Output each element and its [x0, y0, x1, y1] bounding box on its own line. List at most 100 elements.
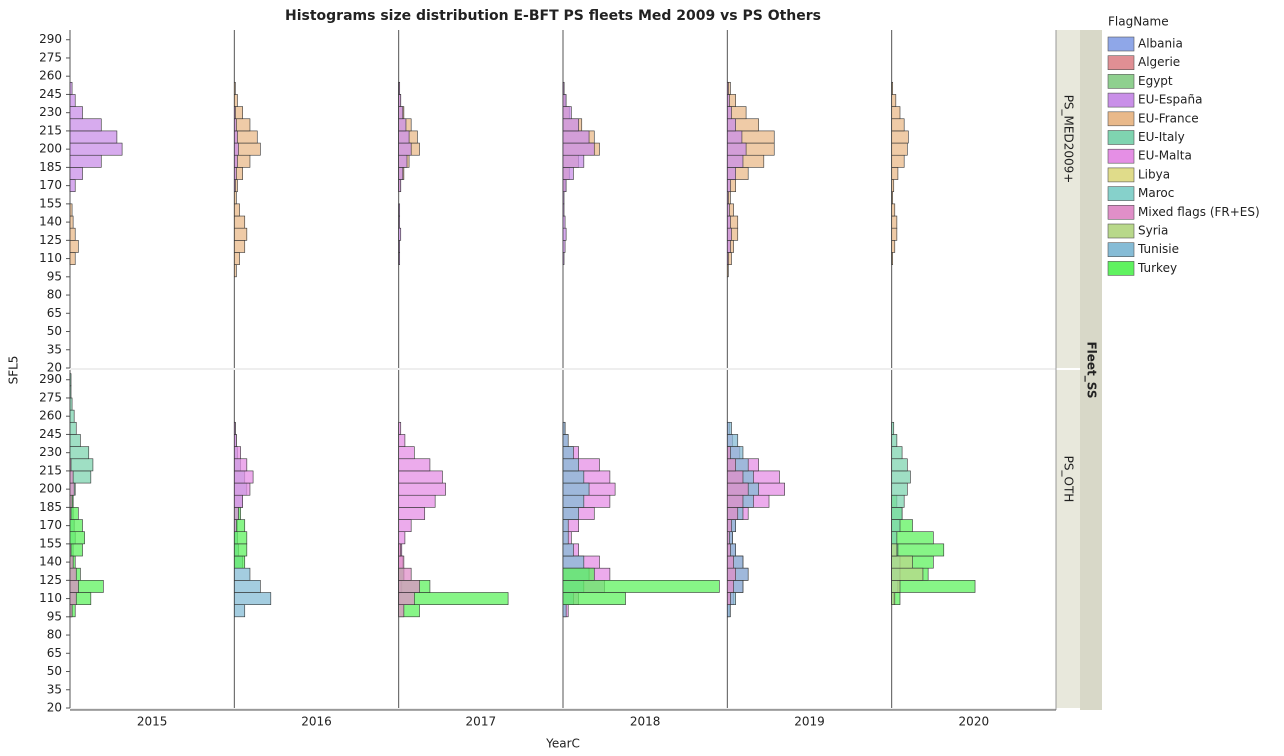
histogram-bar: [891, 531, 934, 545]
histogram-bar: [727, 264, 729, 278]
histogram-bar: [891, 494, 905, 508]
panel-strip: [1056, 370, 1080, 708]
legend-swatch: [1107, 167, 1135, 183]
histogram-bar: [891, 142, 908, 156]
histogram-bar: [69, 531, 85, 545]
y-tick-label: 65: [47, 646, 62, 660]
histogram-bar: [398, 580, 420, 593]
histogram-bar: [398, 543, 402, 557]
histogram-bar: [562, 421, 566, 435]
histogram-bar: [398, 482, 446, 496]
x-tick-label: 2018: [630, 715, 661, 729]
histogram-bar: [234, 94, 238, 107]
histogram-bar: [69, 592, 77, 605]
histogram-bar: [398, 592, 509, 605]
histogram-bar: [69, 434, 81, 447]
histogram-bar: [562, 555, 585, 569]
y-tick-label: 20: [47, 361, 62, 375]
x-tick-label: 2015: [137, 715, 168, 729]
y-tick-label: 290: [39, 372, 62, 386]
histogram-bar: [727, 458, 736, 472]
histogram-bar: [69, 482, 75, 496]
histogram-bar: [562, 106, 572, 120]
histogram-bar: [234, 191, 237, 205]
histogram-bar: [69, 458, 94, 472]
y-tick-label: 140: [39, 215, 62, 229]
histogram-bar: [69, 604, 73, 618]
histogram-bar: [727, 519, 732, 533]
histogram-bar: [562, 191, 565, 205]
histogram-bar: [562, 167, 574, 180]
histogram-bar: [562, 252, 565, 265]
histogram-bar: [69, 118, 102, 132]
y-tick-label: 80: [47, 288, 62, 302]
y-axis-label: SFL5: [7, 356, 21, 385]
histogram-bar: [562, 482, 590, 496]
histogram-bar: [398, 167, 404, 180]
legend-label: Mixed flags (FR+ES): [1138, 205, 1260, 219]
histogram-bar: [398, 434, 406, 447]
y-tick-label: 260: [39, 69, 62, 83]
histogram-bar: [234, 130, 238, 144]
legend-swatch: [1107, 261, 1135, 276]
histogram-bar: [234, 252, 240, 265]
histogram-bar: [891, 203, 896, 217]
histogram-bar: [727, 604, 731, 618]
legend-swatch: [1107, 36, 1135, 52]
histogram-bar: [69, 227, 76, 241]
histogram-bar: [69, 409, 75, 423]
histogram-bar: [234, 154, 238, 168]
histogram-bar: [234, 580, 261, 593]
y-tick-label: 185: [39, 160, 62, 174]
histogram-bar: [234, 482, 251, 496]
histogram-bar: [234, 555, 246, 569]
histogram-bar: [727, 215, 731, 229]
y-tick-label: 125: [39, 233, 62, 247]
y-tick-label: 95: [47, 269, 62, 283]
histogram-bar: [562, 592, 626, 605]
legend-label: Turkey: [1137, 261, 1177, 275]
facet-label: Fleet_SS: [1084, 341, 1099, 398]
histogram-bar: [891, 240, 896, 253]
histogram-bar: [69, 543, 72, 557]
histogram-bar: [891, 94, 897, 107]
histogram-bar: [69, 94, 76, 107]
histogram-bar: [69, 494, 73, 508]
histogram-bar: [891, 470, 911, 484]
y-tick-label: 215: [39, 463, 62, 477]
histogram-bar: [562, 470, 585, 484]
y-tick-label: 155: [39, 536, 62, 550]
histogram-bar: [562, 118, 579, 132]
histogram-bar: [891, 130, 909, 144]
legend-label: Maroc: [1138, 186, 1174, 200]
histogram-bar: [727, 142, 747, 156]
histogram-bar: [727, 94, 730, 107]
histogram-bar: [562, 203, 565, 217]
legend-swatch: [1107, 205, 1135, 220]
legend-label: EU-España: [1138, 93, 1202, 107]
y-tick-label: 110: [39, 591, 62, 605]
histogram-bar: [891, 482, 908, 496]
y-tick-label: 200: [39, 142, 62, 156]
histogram-bar: [891, 215, 898, 229]
histogram-bar: [727, 567, 736, 581]
histogram-bar: [234, 458, 248, 472]
histogram-bar: [69, 81, 73, 95]
y-tick-label: 20: [47, 701, 62, 715]
legend-swatch: [1107, 92, 1135, 108]
histogram-bar: [398, 567, 412, 581]
y-tick-label: 155: [39, 196, 62, 210]
histogram-bar: [69, 519, 83, 533]
histogram-bar: [891, 421, 895, 435]
histogram-bar: [891, 519, 901, 533]
y-tick-label: 140: [39, 555, 62, 569]
histogram-bar: [69, 458, 72, 472]
y-tick-label: 260: [39, 409, 62, 423]
histogram-bar: [891, 555, 913, 569]
histogram-bar: [69, 507, 72, 520]
histogram-bar: [69, 470, 74, 484]
y-tick-label: 185: [39, 500, 62, 514]
histogram-bar: [727, 592, 731, 605]
histogram-bar: [398, 446, 415, 460]
